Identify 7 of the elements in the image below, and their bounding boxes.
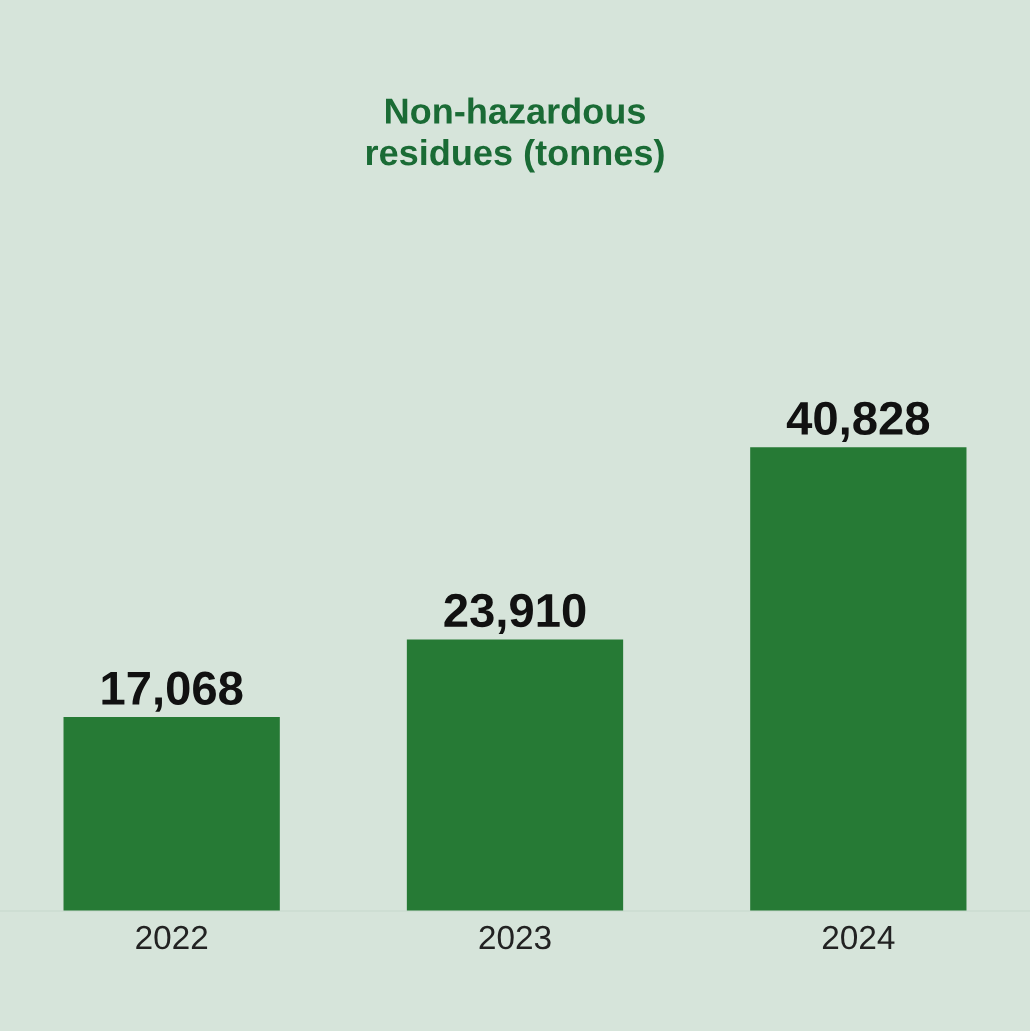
- x-tick-label: 2022: [136, 925, 208, 950]
- x-tick-label: 2024: [822, 925, 895, 950]
- data-label: 40,828: [786, 401, 930, 442]
- data-label: 17,068: [102, 671, 243, 712]
- data-label: 23,910: [444, 593, 586, 635]
- x-tick-label: 2023: [479, 925, 551, 950]
- chart-title: Non-hazardous residues (tonnes): [366, 97, 664, 173]
